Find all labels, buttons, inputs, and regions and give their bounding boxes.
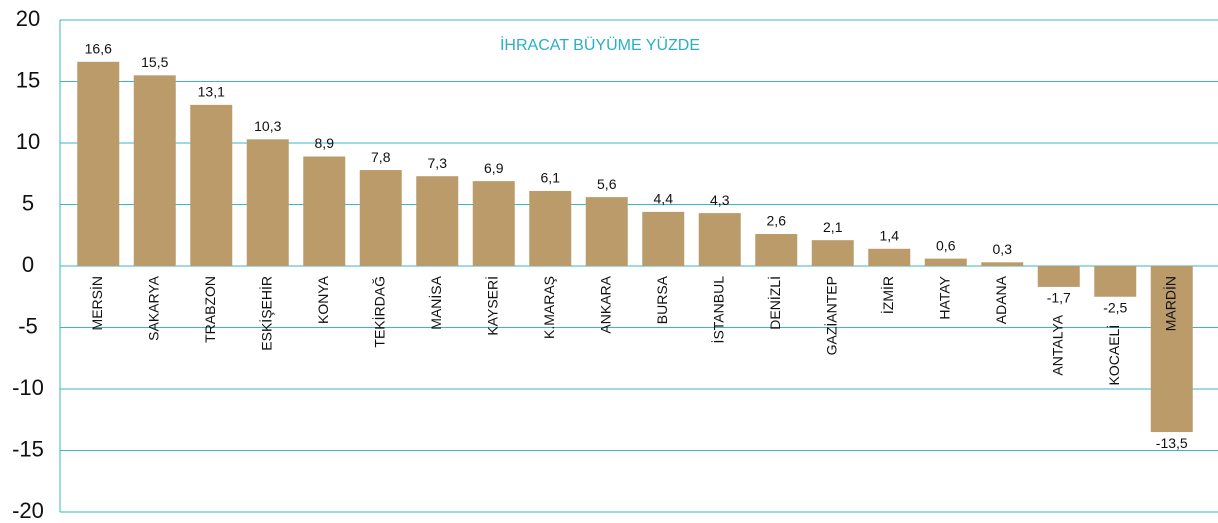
bar (811, 240, 854, 266)
bar (868, 248, 911, 266)
x-tick-label: TEKİRDAĞ (370, 276, 387, 348)
bar (924, 258, 967, 266)
y-tick-label: -10 (12, 375, 44, 400)
data-label: 0,3 (993, 241, 1013, 257)
y-tick-label: -5 (18, 313, 38, 338)
x-tick-label: TRABZON (202, 276, 218, 343)
x-tick-label: ESKİŞEHİR (257, 276, 274, 351)
x-tick-label: KAYSERİ (483, 276, 500, 336)
data-label: -1,7 (1047, 290, 1071, 306)
bar (359, 170, 402, 266)
x-tick-label: DENİZLİ (766, 276, 783, 330)
bar (246, 139, 289, 266)
chart-title: İHRACAT BÜYÜME YÜZDE (500, 35, 700, 54)
x-tick-label: BURSA (654, 275, 670, 324)
x-tick-label: İZMİR (879, 276, 896, 314)
x-tick-label: ADANA (993, 275, 1009, 324)
x-tick-label: GAZİANTEP (822, 276, 839, 355)
bar (472, 181, 515, 266)
data-label: 16,6 (85, 41, 112, 57)
bar (133, 75, 176, 266)
data-label: 2,6 (767, 213, 787, 229)
y-tick-label: 10 (16, 129, 40, 154)
y-tick-label: 15 (16, 67, 40, 92)
bar (77, 61, 120, 266)
bar (1150, 266, 1193, 433)
x-tick-label: İSTANBUL (709, 276, 726, 344)
bar (642, 211, 685, 266)
data-label: -2,5 (1103, 299, 1127, 315)
bar (698, 213, 741, 266)
data-label: 8,9 (315, 135, 335, 151)
bar (755, 234, 798, 266)
data-label: 0,6 (936, 237, 956, 253)
bar (303, 156, 346, 266)
bar (981, 262, 1024, 266)
bar (1037, 266, 1080, 287)
x-tick-label: MANİSA (427, 275, 444, 329)
x-tick-label: HATAY (936, 275, 952, 319)
data-label: 5,6 (597, 176, 617, 192)
data-label: 13,1 (198, 84, 225, 100)
bar (1094, 266, 1137, 297)
y-tick-label: 0 (22, 252, 34, 277)
x-tick-label: MARDİN (1161, 276, 1178, 331)
data-label: 4,4 (654, 191, 674, 207)
bar (529, 190, 572, 266)
x-tick-label: MERSİN (88, 276, 105, 330)
x-tick-label: SAKARYA (145, 275, 161, 341)
y-tick-label: -20 (12, 498, 44, 523)
data-label: 10,3 (254, 118, 281, 134)
y-tick-label: 20 (16, 6, 40, 31)
data-label: 7,8 (371, 149, 391, 165)
x-tick-label: KOCAELİ (1105, 325, 1122, 386)
data-label: 2,1 (823, 219, 843, 235)
x-tick-label: K.MARAŞ (541, 276, 557, 339)
data-label: 7,3 (428, 155, 448, 171)
bar (190, 104, 233, 267)
bar (585, 197, 628, 266)
data-label: 1,4 (880, 227, 900, 243)
y-tick-label: 5 (22, 190, 34, 215)
data-label: 15,5 (141, 54, 168, 70)
data-label: 6,9 (484, 160, 504, 176)
data-label: 6,1 (541, 170, 561, 186)
x-tick-label: KONYA (315, 275, 331, 324)
data-label: 4,3 (710, 192, 730, 208)
bar (416, 176, 459, 266)
data-label: -13,5 (1156, 435, 1188, 451)
x-tick-label: ANTALYA (1049, 314, 1065, 375)
y-tick-label: -15 (12, 436, 44, 461)
x-tick-label: ANKARA (597, 275, 613, 333)
